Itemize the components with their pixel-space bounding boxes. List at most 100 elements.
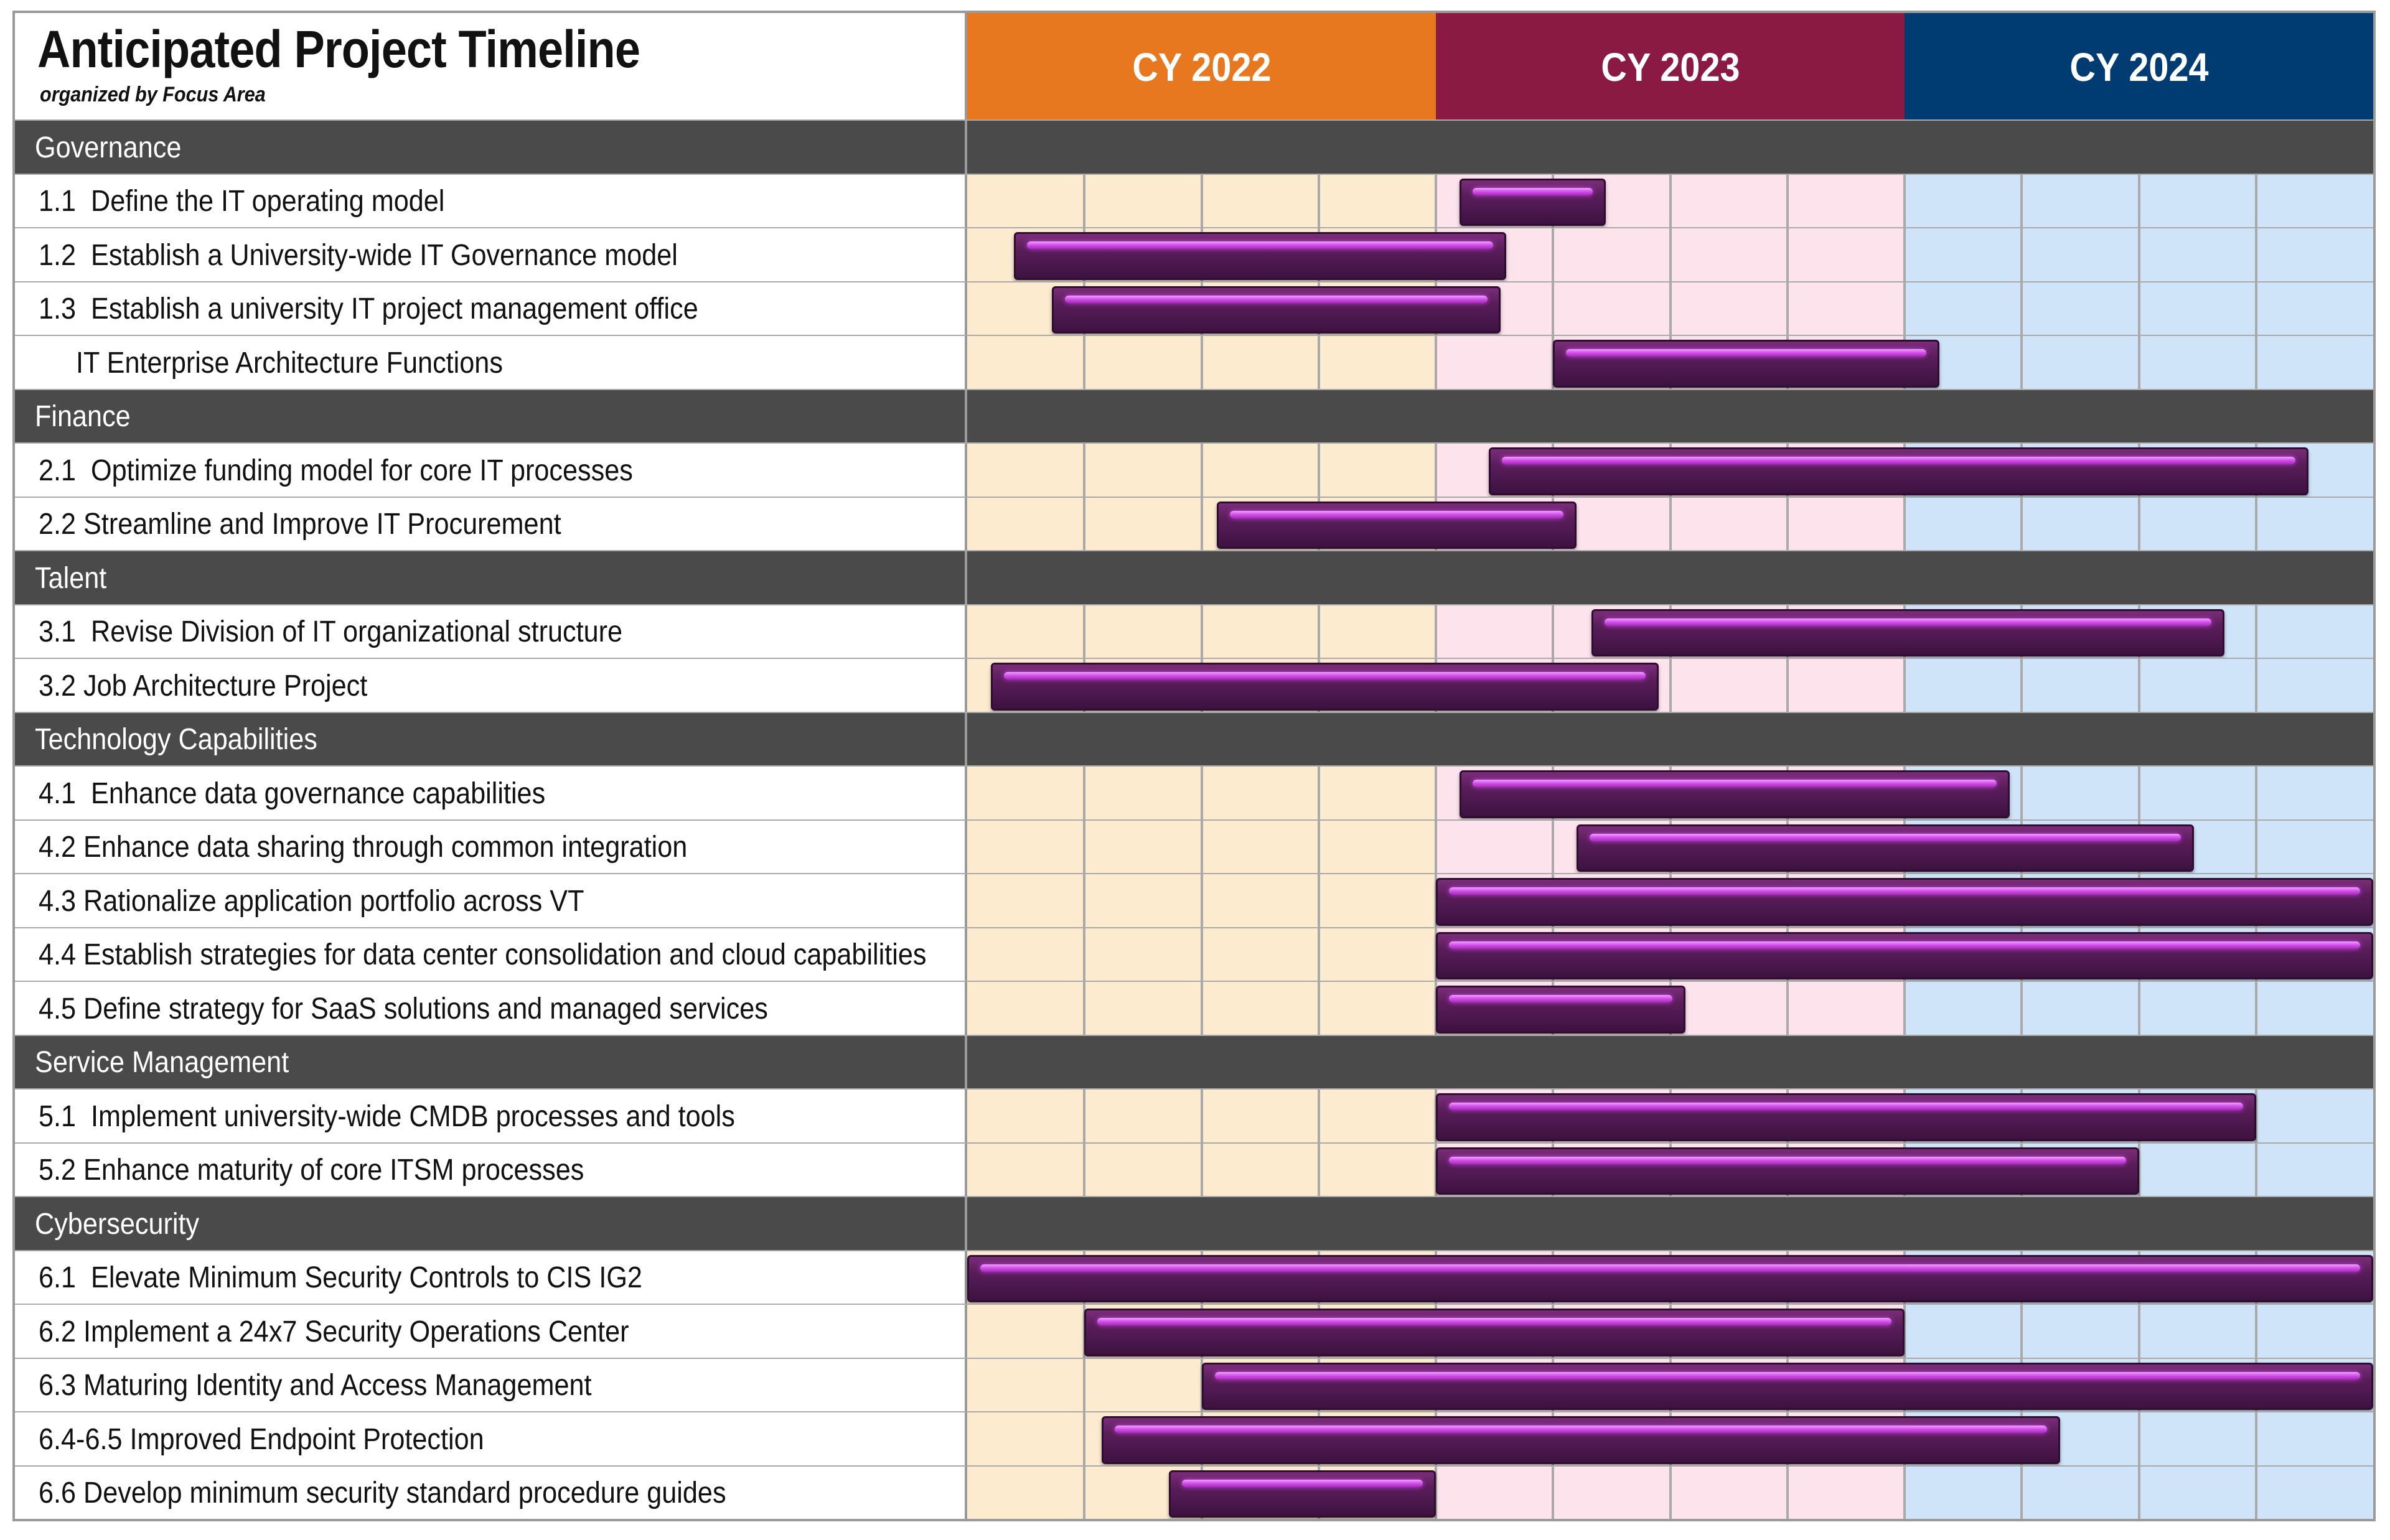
quarter-gridline	[1200, 767, 1203, 821]
quarter-cell	[967, 1305, 1085, 1359]
quarter-cell	[1905, 174, 2022, 228]
quarter-cell	[2022, 659, 2139, 713]
quarter-gridline	[1903, 659, 1906, 713]
section-band	[967, 1035, 2373, 1090]
quarter-cell	[1787, 1466, 1905, 1519]
quarter-gridline	[2254, 228, 2257, 282]
quarter-cell	[1670, 174, 1788, 228]
quarter-cell	[967, 497, 1085, 551]
quarter-gridline	[1903, 497, 1906, 551]
quarter-cell	[967, 767, 1085, 821]
quarter-cell	[1670, 659, 1788, 713]
quarter-gridline	[1200, 1143, 1203, 1197]
quarter-cell	[1201, 605, 1319, 659]
quarter-gridline	[1317, 982, 1320, 1036]
section-label: Talent	[35, 561, 107, 595]
bar-highlight	[1003, 672, 1646, 679]
timeline-chart: Anticipated Project Timeline organized b…	[12, 11, 2376, 1521]
chart-title: Anticipated Project Timeline	[37, 20, 640, 78]
quarter-gridline	[2137, 767, 2140, 821]
quarter-cell	[1905, 982, 2022, 1036]
quarter-gridline	[1200, 497, 1203, 551]
quarter-cell	[1201, 174, 1319, 228]
quarter-gridline	[1903, 1305, 1906, 1359]
quarter-gridline	[1200, 1090, 1203, 1144]
quarter-gridline	[1552, 820, 1555, 874]
quarter-gridline	[1200, 982, 1203, 1036]
quarter-cell	[967, 605, 1085, 659]
quarter-gridline	[1786, 497, 1789, 551]
quarter-cell	[1084, 874, 1202, 928]
task-row-label: 5.2 Enhance maturity of core ITSM proces…	[15, 1143, 967, 1197]
quarter-cell	[1084, 605, 1202, 659]
quarter-gridline	[1317, 767, 1320, 821]
quarter-cell	[1318, 928, 1436, 982]
quarter-gridline	[1083, 605, 1086, 659]
quarter-gridline	[2254, 982, 2257, 1036]
quarter-gridline	[1083, 820, 1086, 874]
quarter-cell	[2139, 1143, 2256, 1197]
quarter-cell	[1201, 874, 1319, 928]
task-label: 4.3 Rationalize application portfolio ac…	[39, 884, 584, 918]
section-header: Finance	[15, 390, 967, 444]
quarter-cell	[2139, 767, 2256, 821]
bar-highlight	[1589, 833, 2181, 841]
quarter-gridline	[2020, 982, 2023, 1036]
year-header-cy-2024: CY 2024	[1905, 13, 2373, 121]
quarter-gridline	[1200, 174, 1203, 228]
gantt-bar	[990, 663, 1659, 711]
quarter-gridline	[1903, 282, 1906, 336]
task-row-label: 1.2 Establish a University-wide IT Gover…	[15, 228, 967, 282]
gantt-bar	[1436, 931, 2373, 979]
quarter-gridline	[1317, 874, 1320, 928]
quarter-gridline	[1083, 1090, 1086, 1144]
gantt-bar	[1459, 770, 2010, 818]
task-label: IT Enterprise Architecture Functions	[39, 346, 503, 380]
quarter-cell	[2139, 497, 2256, 551]
gantt-bar	[1591, 609, 2224, 656]
quarter-cell	[1670, 497, 1788, 551]
quarter-cell	[1318, 767, 1436, 821]
quarter-gridline	[1903, 174, 1906, 228]
quarter-cell	[1787, 982, 1905, 1036]
quarter-cell	[2022, 282, 2139, 336]
quarter-gridline	[1786, 282, 1789, 336]
task-label: 5.1 Implement university-wide CMDB proce…	[39, 1099, 735, 1133]
year-header-cy-2022: CY 2022	[967, 13, 1436, 121]
quarter-gridline	[2137, 1143, 2140, 1197]
quarter-cell	[1787, 228, 1905, 282]
quarter-gridline	[2254, 282, 2257, 336]
quarter-gridline	[1786, 228, 1789, 282]
quarter-gridline	[1083, 1412, 1086, 1467]
quarter-gridline	[2137, 174, 2140, 228]
quarter-gridline	[2020, 1466, 2023, 1519]
task-label: 1.3 Establish a university IT project ma…	[39, 292, 698, 326]
task-row-label: 4.4 Establish strategies for data center…	[15, 928, 967, 982]
gantt-bar	[1576, 824, 2194, 872]
quarter-cell	[1201, 1090, 1319, 1144]
quarter-cell	[1084, 1358, 1202, 1412]
quarter-cell	[967, 174, 1085, 228]
gantt-bar	[1459, 178, 1606, 226]
task-label: 1.1 Define the IT operating model	[39, 185, 445, 218]
task-label: 3.1 Revise Division of IT organizational…	[39, 615, 623, 649]
quarter-cell	[2022, 982, 2139, 1036]
quarter-gridline	[2254, 1090, 2257, 1144]
bar-highlight	[1229, 510, 1563, 518]
quarter-cell	[1670, 228, 1788, 282]
quarter-cell	[2022, 1305, 2139, 1359]
quarter-gridline	[2020, 497, 2023, 551]
quarter-cell	[967, 336, 1085, 390]
gantt-bar	[1084, 1309, 1905, 1356]
task-label: 2.2 Streamline and Improve IT Procuremen…	[39, 508, 561, 541]
quarter-gridline	[1200, 605, 1203, 659]
quarter-gridline	[1317, 174, 1320, 228]
task-row-label: 4.2 Enhance data sharing through common …	[15, 820, 967, 874]
quarter-cell	[1318, 444, 1436, 498]
quarter-gridline	[1552, 1466, 1555, 1519]
quarter-gridline	[1435, 174, 1437, 228]
quarter-gridline	[1083, 1358, 1086, 1412]
bar-highlight	[1501, 457, 2296, 464]
quarter-cell	[2022, 1466, 2139, 1519]
quarter-cell	[1318, 820, 1436, 874]
